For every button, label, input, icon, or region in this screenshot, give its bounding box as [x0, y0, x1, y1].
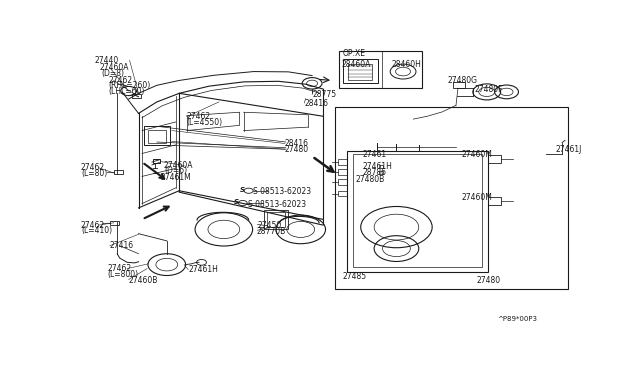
- Text: 27462: 27462: [81, 221, 105, 230]
- Text: 28416: 28416: [304, 99, 328, 108]
- Text: (L=80): (L=80): [81, 169, 108, 178]
- Bar: [338, 191, 347, 196]
- Text: 27460B: 27460B: [129, 276, 158, 285]
- Text: 27461H: 27461H: [188, 265, 218, 274]
- Text: (D=8): (D=8): [101, 69, 124, 78]
- Text: 27461: 27461: [363, 150, 387, 158]
- Bar: [453, 83, 465, 88]
- Text: 27461M: 27461M: [161, 173, 191, 182]
- Bar: [338, 159, 347, 165]
- Bar: [353, 154, 483, 267]
- Bar: [347, 151, 488, 272]
- Text: S: S: [234, 199, 239, 205]
- Text: 28786: 28786: [363, 168, 387, 177]
- Text: 27480: 27480: [477, 276, 501, 285]
- Bar: [343, 59, 378, 83]
- Bar: [339, 51, 422, 88]
- Text: 27480F: 27480F: [474, 84, 503, 93]
- Text: 27450: 27450: [257, 221, 282, 230]
- Text: (LHL=60): (LHL=60): [109, 87, 145, 96]
- Text: 28416: 28416: [285, 139, 309, 148]
- Text: OP:XE: OP:XE: [343, 49, 366, 58]
- Bar: [379, 171, 383, 174]
- Text: ^P89*00P3: ^P89*00P3: [498, 316, 538, 322]
- Text: 27480: 27480: [285, 145, 309, 154]
- Bar: [264, 210, 288, 230]
- Text: S: S: [240, 187, 244, 193]
- Text: 28460A: 28460A: [342, 60, 371, 69]
- Text: 27461H: 27461H: [363, 162, 392, 171]
- Bar: [338, 169, 347, 175]
- Bar: [110, 221, 118, 225]
- Text: 27462: 27462: [109, 76, 133, 85]
- Bar: [145, 126, 170, 145]
- Text: 27460M: 27460M: [462, 193, 493, 202]
- Text: 27462: 27462: [81, 163, 105, 172]
- Bar: [148, 130, 166, 142]
- Bar: [154, 159, 161, 163]
- Text: 27462: 27462: [108, 264, 131, 273]
- Text: 27460M: 27460M: [462, 150, 493, 158]
- Text: 27462: 27462: [187, 112, 211, 121]
- Bar: [488, 197, 500, 205]
- Text: 27440: 27440: [95, 56, 119, 65]
- Text: S 08513-62023: S 08513-62023: [248, 200, 306, 209]
- Text: 28460H: 28460H: [392, 60, 421, 69]
- Bar: [338, 179, 347, 185]
- Text: 27485: 27485: [343, 272, 367, 281]
- Text: 27460A: 27460A: [100, 63, 129, 72]
- Text: (D=6): (D=6): [165, 166, 188, 176]
- Text: (RHL=260): (RHL=260): [109, 81, 151, 90]
- Text: (L=4550): (L=4550): [187, 118, 223, 127]
- Text: S 08513-62023: S 08513-62023: [253, 187, 311, 196]
- Text: 27460A: 27460A: [163, 161, 193, 170]
- Text: 28770B: 28770B: [256, 227, 285, 236]
- Bar: [335, 107, 568, 289]
- Bar: [379, 165, 383, 168]
- Bar: [488, 155, 500, 163]
- Bar: [114, 170, 123, 174]
- Text: 27416: 27416: [110, 241, 134, 250]
- Text: (L=800): (L=800): [108, 270, 138, 279]
- Bar: [348, 64, 372, 80]
- Text: 27461J: 27461J: [555, 145, 582, 154]
- Bar: [267, 212, 285, 227]
- Bar: [132, 94, 141, 97]
- Text: (L=410): (L=410): [81, 226, 112, 235]
- Text: 28775: 28775: [312, 90, 336, 99]
- Text: 27480B: 27480B: [355, 175, 385, 185]
- Text: 27480G: 27480G: [447, 76, 477, 85]
